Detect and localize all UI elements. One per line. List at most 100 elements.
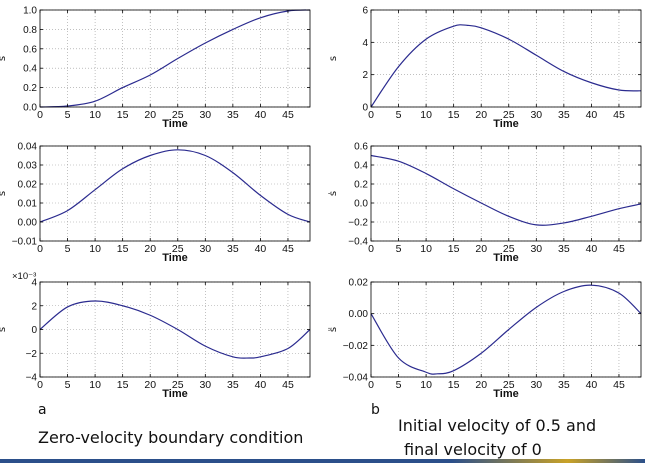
x-tick-label: 5 <box>396 243 402 255</box>
y-axis-label: s̈ <box>328 327 339 332</box>
x-tick-label: 15 <box>117 109 129 121</box>
y-tick-label: −0.4 <box>348 237 368 248</box>
chart-a-s: 0 5 10 15 20 25 30 35 40 45 0.0 0.2 0.4 0.6 0.8 1.0 Time… <box>0 6 311 130</box>
x-tick-label: 45 <box>282 109 294 121</box>
y-tick-label: 0.0 <box>354 199 368 210</box>
x-tick-label: 0 <box>37 109 43 121</box>
x-tick-label: 35 <box>227 109 239 121</box>
y-tick-label: 4 <box>362 38 368 49</box>
x-tick-label: 0 <box>368 243 374 255</box>
x-tick-label: 45 <box>282 243 294 255</box>
x-tick-label: 10 <box>89 379 101 391</box>
x-tick-label: 15 <box>448 379 460 391</box>
y-tick-label: 0.4 <box>354 161 368 172</box>
x-tick-label: 20 <box>144 243 156 255</box>
chart-a-sddot: 0 5 10 15 20 25 30 35 40 45 −4 −2 0 2 4 Time s̈ ×10⁻³ <box>0 271 311 400</box>
chart-b-s: 0 5 10 15 20 25 30 35 40 45 0 2 4 6 Time s <box>328 6 642 130</box>
y-tick-label: 4 <box>31 278 37 289</box>
x-tick-label: 25 <box>503 243 515 255</box>
x-tick-label: 20 <box>144 379 156 391</box>
series-line-b-sdot <box>370 154 642 226</box>
y-tick-label: 0 <box>31 325 37 336</box>
series-line-b-s <box>370 24 642 108</box>
x-tick-label: 5 <box>396 379 402 391</box>
y-tick-label: −4 <box>26 373 38 384</box>
x-tick-label: 35 <box>558 379 570 391</box>
panel-b-caption-line1: Initial velocity of 0.5 and <box>398 416 597 435</box>
x-tick-label: 40 <box>255 379 267 391</box>
x-tick-label: 10 <box>89 243 101 255</box>
x-tick-label: 45 <box>613 109 625 121</box>
x-tick-label: 10 <box>420 379 432 391</box>
y-tick-label: 0.02 <box>18 180 38 191</box>
y-tick-label: 6 <box>362 6 368 17</box>
x-tick-label: 40 <box>255 109 267 121</box>
y-tick-label: 0.2 <box>354 180 368 191</box>
series-line-b-sddot <box>370 284 642 375</box>
bottom-rule <box>0 459 645 463</box>
x-tick-label: 40 <box>255 243 267 255</box>
x-tick-label: 20 <box>475 109 487 121</box>
x-axis-label: Time <box>162 252 187 264</box>
axis-frame <box>370 281 642 378</box>
chart-b-sdot: 0 5 10 15 20 25 30 35 40 45 −0.4 −0.2 0.0 0.2 0.4 0.6 Ti… <box>328 142 642 264</box>
x-tick-label: 30 <box>199 379 211 391</box>
y-tick-label: 0.6 <box>354 142 368 153</box>
y-axis-label: s̈ <box>0 327 8 332</box>
y-tick-label: 0 <box>362 103 368 114</box>
y-tick-label: 0.8 <box>23 25 37 36</box>
y-tick-label: 0.0 <box>23 103 37 114</box>
series-line-a-s <box>39 9 311 108</box>
x-tick-label: 45 <box>613 243 625 255</box>
x-tick-label: 5 <box>65 243 71 255</box>
y-axis-label: s <box>0 56 8 61</box>
x-tick-label: 15 <box>448 243 460 255</box>
y-axis-label: s <box>328 56 339 61</box>
axis-frame <box>370 145 642 242</box>
x-tick-label: 30 <box>530 109 542 121</box>
y-tick-label: −0.02 <box>343 341 369 352</box>
y-tick-label: −0.01 <box>12 237 38 248</box>
y-tick-label: −0.2 <box>348 218 368 229</box>
x-tick-label: 30 <box>530 379 542 391</box>
x-tick-label: 10 <box>89 109 101 121</box>
x-tick-label: 5 <box>65 379 71 391</box>
y-exponent-label: ×10⁻³ <box>12 271 36 282</box>
y-tick-label: 0.2 <box>23 83 37 94</box>
x-tick-label: 15 <box>448 109 460 121</box>
y-tick-label: −0.04 <box>343 373 369 384</box>
x-tick-label: 40 <box>586 379 598 391</box>
x-tick-label: 0 <box>37 379 43 391</box>
y-axis-label: ṡ <box>0 191 8 196</box>
x-tick-label: 20 <box>144 109 156 121</box>
x-axis-label: Time <box>493 118 518 130</box>
x-tick-label: 0 <box>368 379 374 391</box>
x-tick-label: 30 <box>530 243 542 255</box>
panel-b-letter: b <box>371 402 380 418</box>
x-axis-label: Time <box>493 252 518 264</box>
x-tick-label: 15 <box>117 243 129 255</box>
x-tick-label: 20 <box>475 243 487 255</box>
axis-frame <box>39 145 311 242</box>
x-tick-label: 5 <box>65 109 71 121</box>
x-tick-label: 10 <box>420 243 432 255</box>
x-tick-label: 30 <box>199 109 211 121</box>
x-tick-label: 25 <box>172 243 184 255</box>
x-tick-label: 25 <box>503 379 515 391</box>
x-tick-label: 40 <box>586 109 598 121</box>
x-tick-label: 0 <box>37 243 43 255</box>
x-tick-label: 30 <box>199 243 211 255</box>
x-tick-label: 25 <box>172 109 184 121</box>
series-line-a-sdot <box>39 149 311 223</box>
y-tick-label: 1.0 <box>23 6 37 17</box>
x-tick-label: 20 <box>475 379 487 391</box>
x-tick-label: 40 <box>586 243 598 255</box>
y-axis-label: ṡ <box>328 191 339 196</box>
y-tick-label: 0.03 <box>18 161 38 172</box>
x-tick-label: 35 <box>227 243 239 255</box>
x-tick-label: 35 <box>558 109 570 121</box>
x-tick-label: 5 <box>396 109 402 121</box>
y-tick-label: −2 <box>26 349 38 360</box>
x-tick-label: 15 <box>117 379 129 391</box>
y-tick-label: 0.01 <box>18 199 38 210</box>
